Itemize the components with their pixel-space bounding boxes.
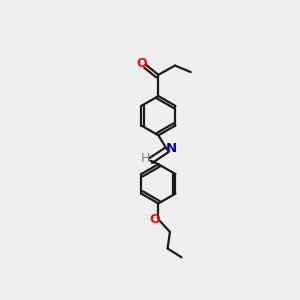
Text: N: N bbox=[166, 142, 177, 155]
Text: H: H bbox=[141, 152, 150, 165]
Text: O: O bbox=[136, 57, 147, 70]
Text: O: O bbox=[149, 213, 160, 226]
